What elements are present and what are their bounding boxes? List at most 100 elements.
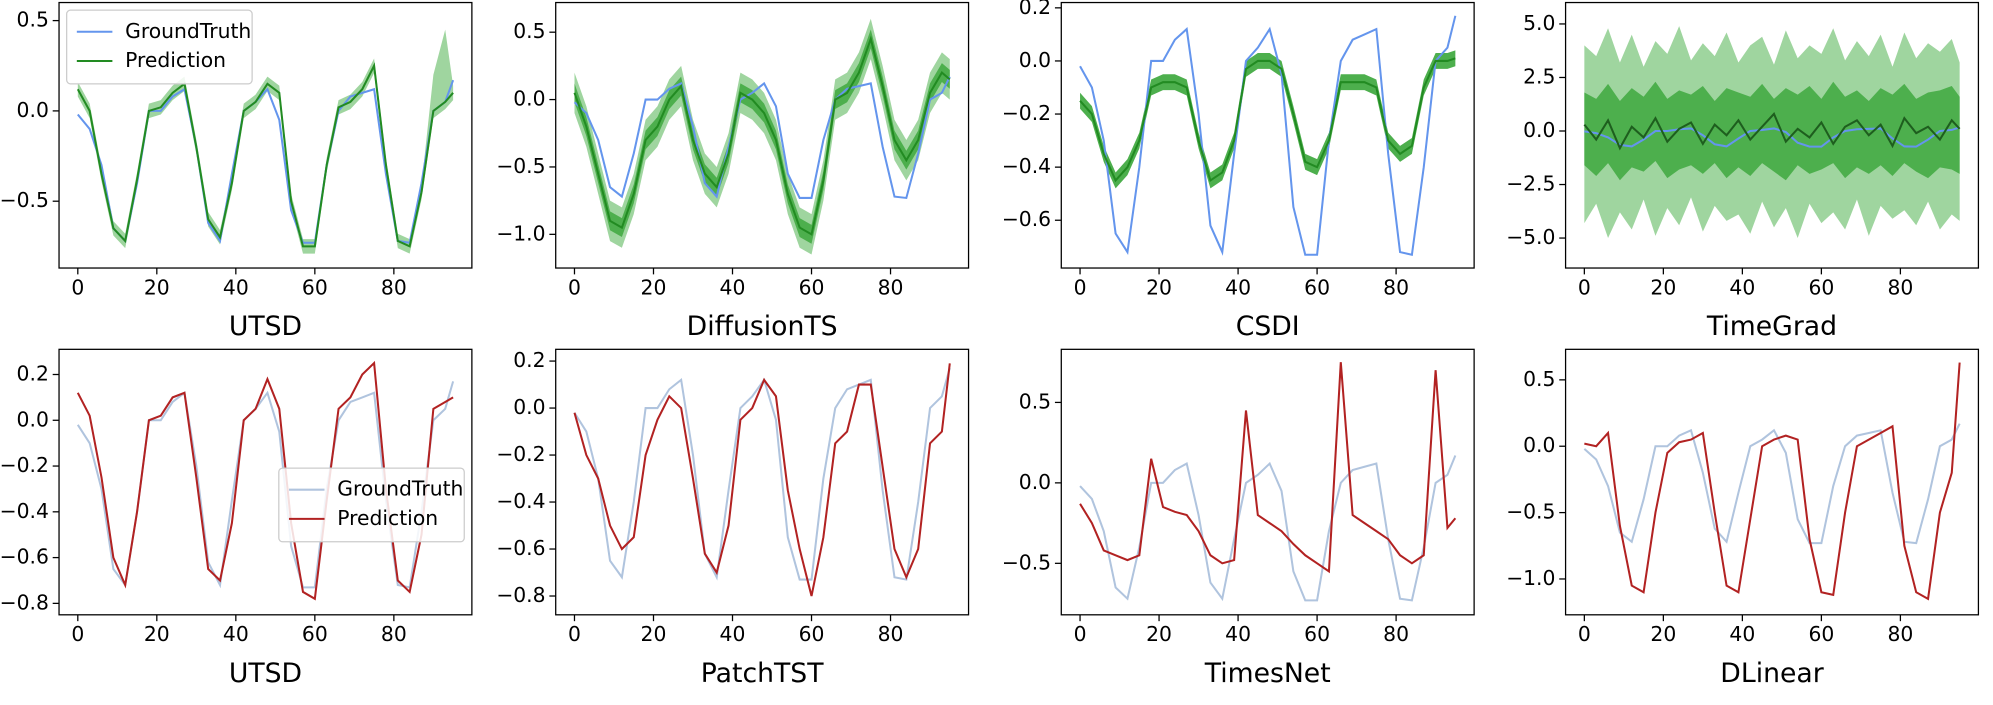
y-tick-label: −0.4 [1002, 154, 1051, 178]
x-tick-label: 60 [1304, 622, 1330, 646]
x-tick-label: 0 [568, 622, 581, 646]
x-tick-label: 40 [1225, 622, 1251, 646]
axes-frame [1060, 348, 1475, 616]
series-line [1583, 112, 1961, 151]
series-line [573, 363, 951, 597]
series-line [1583, 423, 1961, 545]
x-tick-label: 60 [1304, 275, 1330, 299]
confidence-band [77, 29, 454, 254]
plot-area [573, 363, 951, 597]
series-line [1079, 15, 1457, 256]
confidence-band [1080, 50, 1456, 189]
x-tick-label: 20 [1650, 275, 1676, 299]
plot-area [76, 29, 455, 254]
x-axis-label: TimesNet [1204, 658, 1331, 689]
plot-area [1583, 26, 1961, 239]
x-tick-label: 20 [1146, 622, 1172, 646]
subplot: 0 20 40 60 80 −5.0 −2.5 0.0 2.5 5.0 TimeGrad [1506, 1, 1980, 342]
x-tick-label: 60 [1808, 622, 1834, 646]
series-line [1079, 362, 1457, 574]
plot-area [1079, 362, 1457, 602]
x-tick-label: 0 [1578, 622, 1591, 646]
legend-label: Prediction [337, 506, 438, 530]
y-tick-label: −0.5 [1002, 550, 1051, 574]
series-line [76, 360, 454, 601]
x-tick-label: 80 [1383, 275, 1409, 299]
x-axis-label: CSDI [1236, 311, 1300, 342]
subplot: 0 20 40 60 80 −1.0 −0.5 0.0 0.5 DLinear [1506, 348, 1980, 689]
x-tick-label: 0 [568, 275, 581, 299]
x-tick-label: 20 [144, 275, 170, 299]
axes-frame [58, 348, 473, 616]
x-tick-label: 0 [1074, 275, 1087, 299]
y-tick-label: 2.5 [1523, 64, 1555, 88]
y-tick-label: 0.2 [513, 348, 545, 372]
series-line [1079, 57, 1456, 183]
axes-frame [1564, 1, 1980, 269]
y-tick-label: −0.5 [496, 154, 545, 178]
legend-box [66, 9, 253, 85]
y-tick-label: −1.0 [1506, 566, 1555, 590]
x-axis-label: UTSD [229, 311, 302, 342]
x-tick-label: 20 [1146, 275, 1172, 299]
axes-frame [555, 348, 970, 616]
x-axis-label: DLinear [1720, 658, 1823, 689]
x-axis-label: DiffusionTS [687, 311, 838, 342]
y-tick-label: 0.5 [513, 19, 545, 43]
x-tick-label: 80 [381, 622, 407, 646]
subplot: 0 20 40 60 80 −0.8 −0.6 −0.4 −0.2 0.0 0.2 UTSD Groun… [0, 348, 473, 689]
axes-frame [58, 1, 473, 269]
y-tick-label: −0.6 [496, 536, 545, 560]
x-tick-label: 20 [641, 622, 667, 646]
y-tick-label: −5.0 [1506, 225, 1555, 249]
y-tick-label: 0.5 [17, 8, 49, 32]
x-tick-label: 0 [1578, 275, 1591, 299]
series-line [1584, 126, 1960, 148]
y-tick-label: −0.6 [1002, 207, 1051, 231]
plot-area [1079, 15, 1457, 256]
y-tick-label: −0.2 [1002, 101, 1051, 125]
x-tick-label: 20 [641, 275, 667, 299]
y-tick-label: 0.0 [1523, 118, 1555, 142]
y-tick-label: 0.0 [1019, 48, 1051, 72]
series-line [573, 76, 951, 200]
x-axis-label: PatchTST [701, 658, 824, 689]
legend: GroundTruth Prediction [66, 9, 253, 85]
x-tick-label: 80 [1887, 622, 1913, 646]
y-tick-label: −0.5 [1506, 500, 1555, 524]
legend-label: GroundTruth [337, 477, 463, 501]
plot-area [76, 360, 455, 601]
x-axis-label: UTSD [229, 658, 302, 689]
x-tick-label: 80 [1383, 622, 1409, 646]
x-tick-label: 0 [1074, 622, 1087, 646]
y-tick-label: −0.5 [0, 188, 49, 212]
legend-label: Prediction [125, 48, 226, 72]
x-tick-label: 40 [1225, 275, 1251, 299]
subplot: 0 20 40 60 80 −0.5 0.0 0.5 TimesNet [1002, 348, 1475, 689]
y-tick-label: 0.0 [17, 98, 49, 122]
x-tick-label: 60 [1808, 275, 1834, 299]
legend: GroundTruth Prediction [278, 467, 465, 543]
x-tick-label: 0 [71, 275, 84, 299]
subplot: 0 20 40 60 80 −0.6 −0.4 −0.2 0.0 0.2 CSDI [1002, 0, 1475, 342]
x-tick-label: 80 [878, 622, 904, 646]
y-tick-label: 0.0 [1019, 470, 1051, 494]
y-tick-label: −0.2 [0, 453, 49, 477]
x-tick-label: 80 [381, 275, 407, 299]
x-axis-label: TimeGrad [1706, 311, 1837, 342]
axes-frame [1060, 1, 1475, 269]
series-line [1079, 455, 1457, 602]
y-tick-label: −1.0 [496, 221, 545, 245]
x-tick-label: 40 [1729, 622, 1755, 646]
x-tick-label: 60 [302, 622, 328, 646]
y-tick-label: −0.4 [0, 499, 49, 523]
series-line [76, 62, 454, 248]
x-tick-label: 40 [720, 622, 746, 646]
x-tick-label: 60 [799, 275, 825, 299]
axes-frame [1564, 348, 1980, 616]
y-tick-label: 0.2 [17, 361, 49, 385]
y-tick-label: −0.8 [0, 590, 49, 614]
subplot: 0 20 40 60 80 −0.8 −0.6 −0.4 −0.2 0.0 0.2 PatchTST [496, 348, 970, 689]
axes-frame [555, 1, 970, 269]
